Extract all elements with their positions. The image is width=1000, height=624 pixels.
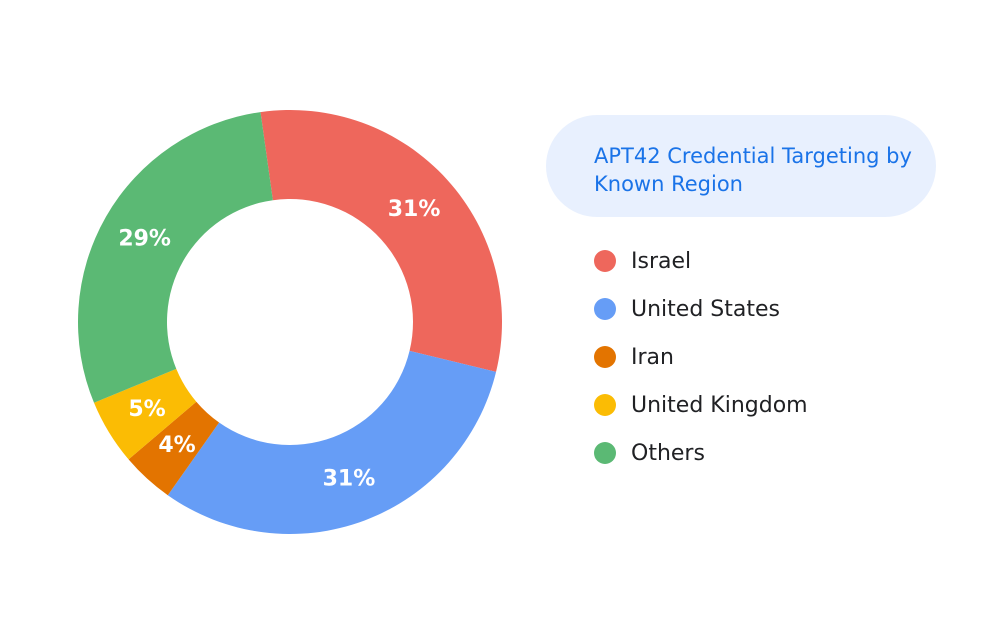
legend-item-united-states: United States [594, 285, 808, 333]
legend-swatch [594, 394, 616, 416]
legend-swatch [594, 250, 616, 272]
legend-item-united-kingdom: United Kingdom [594, 381, 808, 429]
legend-swatch [594, 346, 616, 368]
legend-label: Iran [631, 344, 674, 370]
legend-label: Others [631, 440, 705, 466]
legend-label: United Kingdom [631, 392, 808, 418]
legend-label: Israel [631, 248, 692, 274]
slice-label-others: 29% [118, 226, 171, 251]
donut-slice-others [78, 112, 273, 403]
donut-slice-israel [260, 110, 502, 372]
legend-item-iran: Iran [594, 333, 808, 381]
legend-label: United States [631, 296, 780, 322]
legend-item-others: Others [594, 429, 808, 477]
donut-slice-united-states [167, 350, 497, 534]
legend-swatch [594, 442, 616, 464]
chart-title: APT42 Credential Targeting by Known Regi… [594, 144, 912, 196]
slice-label-iran: 4% [158, 433, 195, 458]
donut-slice-united-kingdom [93, 368, 197, 460]
legend-swatch [594, 298, 616, 320]
slice-label-united-states: 31% [323, 466, 376, 491]
slice-label-israel: 31% [388, 197, 441, 222]
donut-slice-iran [128, 401, 220, 496]
chart-title-box: APT42 Credential Targeting by Known Regi… [546, 115, 936, 217]
legend-item-israel: Israel [594, 237, 808, 285]
donut-slice-labels: 31% 31% 4% 5% 29% [118, 197, 440, 491]
chart-legend: Israel United States Iran United Kingdom… [594, 237, 808, 477]
donut-slices [78, 110, 502, 534]
slice-label-united-kingdom: 5% [128, 397, 165, 422]
